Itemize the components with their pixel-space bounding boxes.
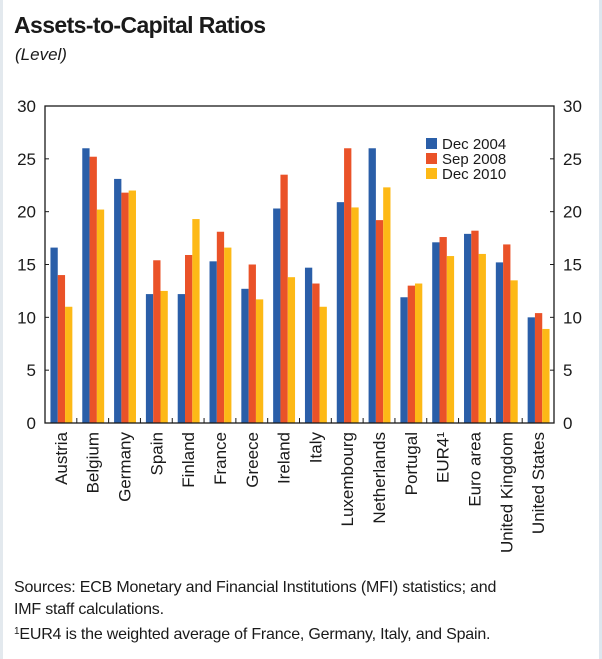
- footnote: 1EUR4 is the weighted average of France,…: [14, 621, 496, 646]
- legend-label: Dec 2004: [442, 136, 506, 153]
- y-tick-label-right: 10: [563, 308, 582, 327]
- y-tick-label-right: 20: [563, 203, 582, 222]
- bar-dec-2004: [464, 233, 472, 423]
- y-tick-label-left: 30: [17, 97, 36, 116]
- bar-dec-2004: [50, 247, 58, 423]
- bar-dec-2004: [209, 261, 217, 423]
- y-tick-label-left: 0: [27, 414, 36, 433]
- x-category-label: Ireland: [275, 432, 294, 484]
- bar-sep-2008: [89, 156, 97, 423]
- legend-label: Dec 2010: [442, 166, 506, 183]
- bar-sep-2008: [375, 220, 384, 423]
- bar-sep-2008: [57, 275, 66, 423]
- bar-sep-2008: [471, 230, 479, 423]
- bar-chart: 0 0 5 5 10 10 15 15 20 20 25 25 30 30 Austria Belgium Ge…: [17, 97, 582, 553]
- bar-sep-2008: [280, 174, 288, 423]
- x-category-label: Belgium: [84, 432, 103, 493]
- bar-dec-2004: [400, 297, 408, 423]
- chart-subtitle: (Level): [15, 45, 67, 64]
- bar-dec-2010: [510, 280, 518, 423]
- bar-dec-2004: [368, 148, 376, 423]
- bar-sep-2008: [534, 313, 543, 423]
- bar-sep-2008: [153, 260, 161, 423]
- bar-dec-2010: [255, 299, 264, 423]
- x-category-label: Italy: [306, 432, 325, 464]
- x-category-label: Netherlands: [370, 432, 389, 524]
- y-tick-label-left: 20: [17, 203, 36, 222]
- x-category-label: Austria: [52, 431, 71, 484]
- y-tick-label-right: 5: [563, 361, 572, 380]
- bar-sep-2008: [185, 254, 193, 423]
- bar-sep-2008: [312, 283, 320, 423]
- bar-dec-2004: [114, 178, 122, 423]
- bar-dec-2004: [432, 242, 440, 423]
- bar-dec-2004: [82, 148, 90, 423]
- x-category-label: United States: [529, 432, 548, 534]
- legend-label: Sep 2008: [442, 151, 506, 168]
- y-tick-label-left: 25: [17, 150, 36, 169]
- y-tick-label-left: 10: [17, 308, 36, 327]
- sources-line-2: IMF staff calculations.: [14, 601, 164, 618]
- bar-dec-2010: [414, 283, 423, 423]
- bar-sep-2008: [248, 264, 256, 423]
- x-category-label: Luxembourg: [338, 432, 357, 527]
- bar-dec-2004: [527, 317, 535, 423]
- bar-dec-2010: [96, 209, 105, 423]
- sources-line-1: Sources: ECB Monetary and Financial Inst…: [14, 579, 497, 596]
- bar-sep-2008: [216, 231, 225, 423]
- bar-dec-2004: [177, 294, 186, 423]
- legend-swatch-dec-2010: [426, 168, 437, 179]
- x-category-label: United Kingdom: [497, 432, 516, 553]
- bar-dec-2004: [304, 267, 313, 423]
- chart-footer: Sources: ECB Monetary and Financial Inst…: [14, 577, 496, 646]
- bar-dec-2010: [128, 190, 136, 423]
- bar-dec-2010: [383, 187, 391, 423]
- bar-sep-2008: [344, 148, 352, 423]
- x-category-label: Spain: [147, 432, 166, 475]
- bar-sep-2008: [503, 244, 511, 423]
- x-category-label: EUR4¹: [434, 432, 453, 483]
- bar-sep-2008: [439, 237, 447, 423]
- right-border: [599, 0, 602, 659]
- bar-dec-2010: [478, 253, 486, 423]
- y-tick-label-left: 15: [17, 256, 36, 275]
- bar-dec-2004: [336, 202, 345, 423]
- bar-dec-2010: [65, 306, 73, 423]
- x-category-label: Greece: [243, 432, 262, 488]
- x-category-label: Finland: [179, 432, 198, 488]
- bar-dec-2010: [160, 290, 168, 423]
- chart-title: Assets-to-Capital Ratios: [14, 12, 266, 38]
- x-category-label: France: [211, 432, 230, 485]
- y-tick-label-left: 5: [27, 361, 36, 380]
- y-tick-label-right: 0: [563, 414, 572, 433]
- bar-sep-2008: [121, 192, 129, 423]
- x-category-label: Portugal: [402, 432, 421, 495]
- bar-dec-2010: [192, 219, 200, 423]
- bar-dec-2004: [145, 294, 154, 423]
- x-category-label: Euro area: [465, 431, 484, 506]
- x-category-label: Germany: [116, 432, 135, 502]
- y-tick-label-right: 25: [563, 150, 582, 169]
- y-tick-label-right: 15: [563, 256, 582, 275]
- y-tick-label-right: 30: [563, 97, 582, 116]
- bar-dec-2010: [224, 247, 232, 423]
- legend-swatch-dec-2004: [426, 138, 437, 149]
- left-border: [0, 0, 3, 659]
- bar-dec-2004: [241, 288, 249, 423]
- bar-dec-2010: [287, 277, 296, 423]
- legend-swatch-sep-2008: [426, 153, 437, 164]
- bar-dec-2010: [319, 306, 327, 423]
- bar-dec-2010: [351, 207, 359, 423]
- bar-dec-2004: [495, 262, 504, 423]
- bar-sep-2008: [407, 285, 415, 423]
- bar-dec-2010: [446, 256, 455, 423]
- bar-dec-2010: [542, 328, 550, 423]
- footnote-text: EUR4 is the weighted average of France, …: [19, 626, 491, 643]
- bar-dec-2004: [273, 208, 281, 423]
- footnote-marker: 1: [14, 626, 20, 637]
